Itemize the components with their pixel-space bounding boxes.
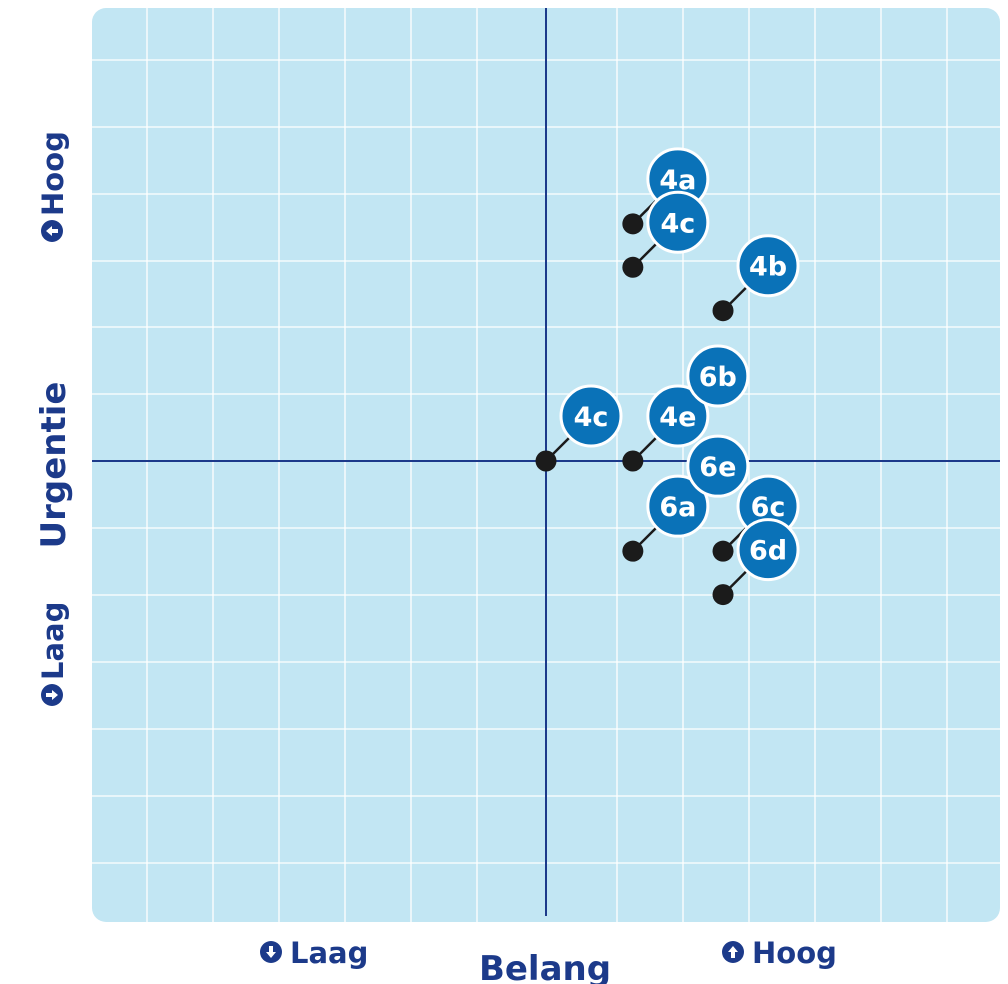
point-marker — [712, 300, 734, 322]
point-label: 6e — [699, 452, 736, 483]
data-point-6a: 6a — [622, 474, 710, 562]
point-label: 4e — [659, 402, 696, 433]
badge-circle — [686, 344, 750, 408]
y-tick-label-laag: Laag — [36, 602, 70, 680]
data-point-6e: 6e — [686, 434, 750, 498]
point-label: 4a — [659, 165, 696, 196]
point-label: 4c — [574, 402, 609, 433]
arrow-down-circle-icon — [260, 941, 282, 963]
x-axis-label: Belang — [479, 949, 611, 984]
badge-circle — [559, 384, 623, 448]
point-marker — [712, 584, 734, 606]
data-point-6b: 6b — [686, 344, 750, 408]
grid — [92, 8, 1000, 922]
point-marker — [622, 540, 644, 562]
data-point-4a: 4a — [622, 147, 710, 235]
point-marker — [712, 540, 734, 562]
badge-circle — [646, 190, 710, 254]
data-point-6d: 6d — [712, 518, 800, 606]
y-axis-label: Urgentie — [34, 382, 74, 549]
data-point-4c: 4c — [622, 190, 710, 278]
point-marker — [622, 213, 644, 235]
arrow-up-circle-icon — [41, 220, 63, 242]
data-point-4e: 4e — [622, 384, 710, 472]
data-point-4b: 4b — [712, 234, 800, 322]
badge-circle — [736, 234, 800, 298]
arrow-down-circle-icon — [41, 684, 63, 706]
point-label: 4b — [749, 252, 787, 283]
arrow-up-circle-icon — [722, 941, 744, 963]
point-label: 6a — [659, 492, 696, 523]
y-tick-label-hoog: Hoog — [36, 131, 70, 216]
axis-ticks: Laag Hoog Laag Hoog — [36, 131, 837, 970]
badge-circle — [646, 474, 710, 538]
point-label: 6b — [699, 362, 737, 393]
x-tick-label-hoog: Hoog — [752, 936, 837, 970]
point-marker — [622, 450, 644, 472]
data-point-6c: 6c — [712, 474, 800, 562]
badge-circle — [736, 518, 800, 582]
data-point-4c: 4c — [535, 384, 623, 472]
badge-circle — [646, 384, 710, 448]
badge-circle — [686, 434, 750, 498]
point-label: 6c — [751, 492, 786, 523]
point-marker — [622, 256, 644, 278]
point-label: 4c — [660, 208, 695, 239]
point-marker — [535, 450, 557, 472]
x-tick-label-laag: Laag — [290, 936, 368, 970]
point-label: 6d — [749, 536, 787, 567]
